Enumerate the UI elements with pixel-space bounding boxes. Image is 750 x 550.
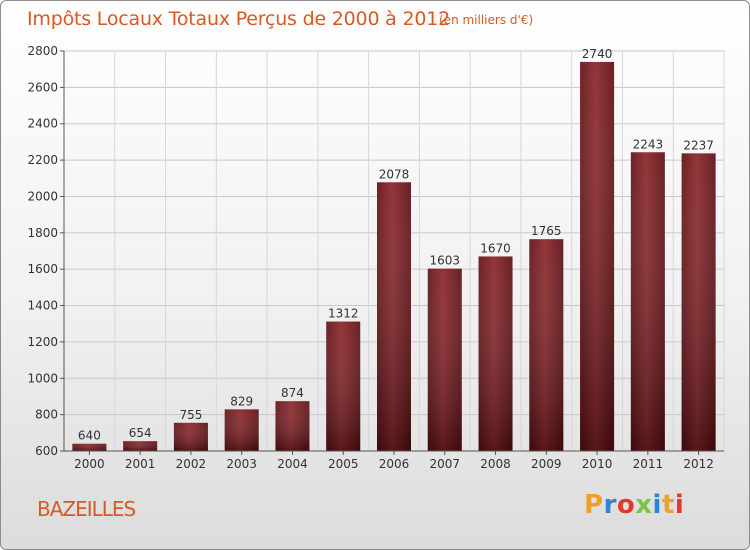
bar-shade <box>427 268 462 451</box>
bar-value-label: 2237 <box>683 138 714 152</box>
bar-value-label: 2243 <box>633 137 664 151</box>
x-tick-label: 2006 <box>379 457 410 471</box>
bar-value-label: 2078 <box>379 167 410 181</box>
x-tick-label: 2004 <box>277 457 308 471</box>
y-tick-label: 2400 <box>27 117 58 131</box>
bar-value-label: 829 <box>230 394 253 408</box>
location-name: BAZEILLES <box>37 497 136 521</box>
x-tick-label: 2002 <box>176 457 207 471</box>
bar-value-label: 640 <box>78 429 101 443</box>
bar-shade <box>326 321 361 451</box>
bar-value-label: 755 <box>179 408 202 422</box>
y-tick-label: 1200 <box>27 335 58 349</box>
bar-value-label: 874 <box>281 386 304 400</box>
x-tick-label: 2000 <box>74 457 105 471</box>
bar-shade <box>681 153 716 451</box>
bar-value-label: 1765 <box>531 224 562 238</box>
logo-letter: P <box>584 490 604 520</box>
x-tick-label: 2012 <box>683 457 714 471</box>
bar-value-label: 1603 <box>429 254 460 268</box>
y-tick-label: 2600 <box>27 80 58 94</box>
logo-letter: i <box>652 490 662 520</box>
bar-shade <box>529 239 564 451</box>
bar-shade <box>630 152 665 452</box>
y-tick-label: 1600 <box>27 262 58 276</box>
bar-value-label: 2740 <box>582 47 613 61</box>
x-tick-label: 2007 <box>429 457 460 471</box>
y-tick-label: 1800 <box>27 226 58 240</box>
logo-letter: t <box>661 490 675 520</box>
y-tick-label: 1400 <box>27 299 58 313</box>
x-tick-label: 2005 <box>328 457 359 471</box>
y-tick-label: 2800 <box>27 44 58 58</box>
bar-value-label: 1670 <box>480 241 511 255</box>
bar-shade <box>224 409 259 451</box>
bar-shade <box>580 61 615 452</box>
bar-value-label: 1312 <box>328 307 359 321</box>
logo-letter: i <box>674 490 685 520</box>
x-tick-label: 2010 <box>582 457 613 471</box>
x-tick-label: 2011 <box>633 457 664 471</box>
bar-value-label: 654 <box>129 426 152 440</box>
chart-title: Impôts Locaux Totaux Perçus de 2000 à 20… <box>27 8 451 30</box>
y-tick-label: 2200 <box>27 153 58 167</box>
y-tick-label: 600 <box>35 444 58 458</box>
proxiti-logo[interactable]: Proxiti <box>584 490 684 520</box>
bar-shade <box>173 422 208 451</box>
x-tick-label: 2009 <box>531 457 562 471</box>
x-tick-label: 2003 <box>226 457 257 471</box>
bar-shade <box>72 443 107 451</box>
bar-shade <box>123 441 158 451</box>
x-tick-label: 2008 <box>480 457 511 471</box>
bar-shade <box>275 401 310 451</box>
y-tick-label: 2000 <box>27 189 58 203</box>
logo-letter: o <box>616 490 636 520</box>
y-tick-label: 1000 <box>27 371 58 385</box>
chart-subtitle: (en milliers d'€) <box>439 13 534 27</box>
y-tick-label: 800 <box>35 408 58 422</box>
x-tick-label: 2001 <box>125 457 156 471</box>
logo-letter: x <box>635 490 653 520</box>
bar-shade <box>377 182 411 452</box>
logo-letter: r <box>603 490 617 520</box>
bar-shade <box>478 256 513 451</box>
